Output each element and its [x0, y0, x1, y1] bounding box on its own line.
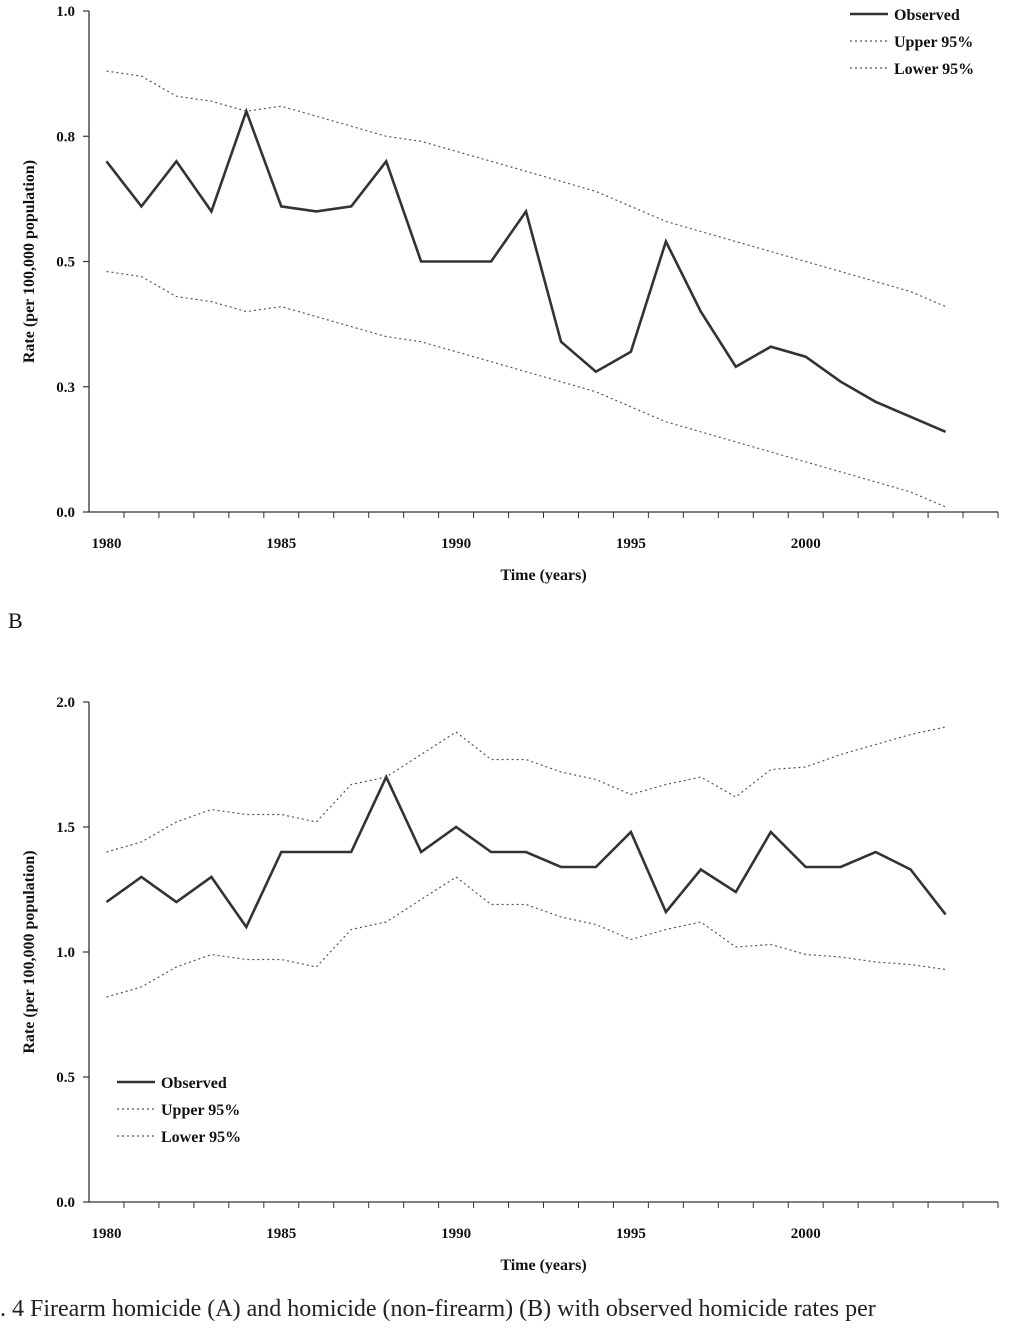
x-tick-label: 1990 — [441, 1226, 471, 1242]
x-tick-label: 1995 — [616, 536, 646, 552]
x-tick-label: 1980 — [91, 536, 121, 552]
y-tick-label: 0.0 — [56, 505, 75, 521]
x-axis-title: Time (years) — [500, 567, 586, 584]
y-tick-label: 1.0 — [56, 4, 75, 20]
series-line-upper-95 — [106, 70, 946, 308]
y-tick-label: 2.0 — [56, 695, 75, 711]
x-tick-label: 1990 — [441, 536, 471, 552]
x-tick-label: 2000 — [791, 1226, 821, 1242]
y-axis-title: Rate (per 100,000 population) — [21, 160, 38, 363]
figure-caption: . 4 Firearm homicide (A) and homicide (n… — [0, 1296, 876, 1322]
x-tick-label: 2000 — [791, 536, 821, 552]
x-tick-label: 1980 — [91, 1226, 121, 1242]
x-tick-label: 1985 — [266, 1226, 296, 1242]
series-line-observed — [105, 773, 947, 930]
y-tick-label: 0.5 — [56, 1070, 75, 1086]
legend-label: Observed — [894, 7, 960, 24]
y-axis-title: Rate (per 100,000 population) — [21, 850, 38, 1053]
series-line-upper-95 — [106, 726, 946, 853]
legend-label: Upper 95% — [161, 1102, 240, 1119]
y-tick-label: 1.5 — [56, 820, 75, 836]
y-tick-label: 0.8 — [56, 129, 75, 145]
x-axis-title: Time (years) — [500, 1257, 586, 1274]
y-tick-label: 0.5 — [56, 255, 75, 271]
legend-label: Observed — [161, 1075, 227, 1092]
x-tick-label: 1985 — [266, 536, 296, 552]
series-line-observed — [105, 107, 947, 433]
y-tick-label: 1.0 — [56, 945, 75, 961]
legend-label: Upper 95% — [894, 34, 973, 51]
chart-panel-a: 0.0 0.3 0.5 0.8 1.0 1980 1985 1990 1995 2000 Time … — [21, 4, 999, 584]
x-tick-label: 1995 — [616, 1226, 646, 1242]
chart-panel-b: 0.0 0.5 1.0 1.5 2.0 1980 1985 1990 1995 2000 Time … — [8, 608, 999, 1274]
y-tick-label: 0.0 — [56, 1195, 75, 1211]
y-tick-label: 0.3 — [56, 380, 75, 396]
series-line-lower-95 — [106, 270, 946, 508]
legend-label: Lower 95% — [161, 1129, 241, 1146]
legend-label: Lower 95% — [894, 61, 974, 78]
series-line-lower-95 — [106, 876, 946, 998]
panel-label: B — [8, 608, 23, 633]
